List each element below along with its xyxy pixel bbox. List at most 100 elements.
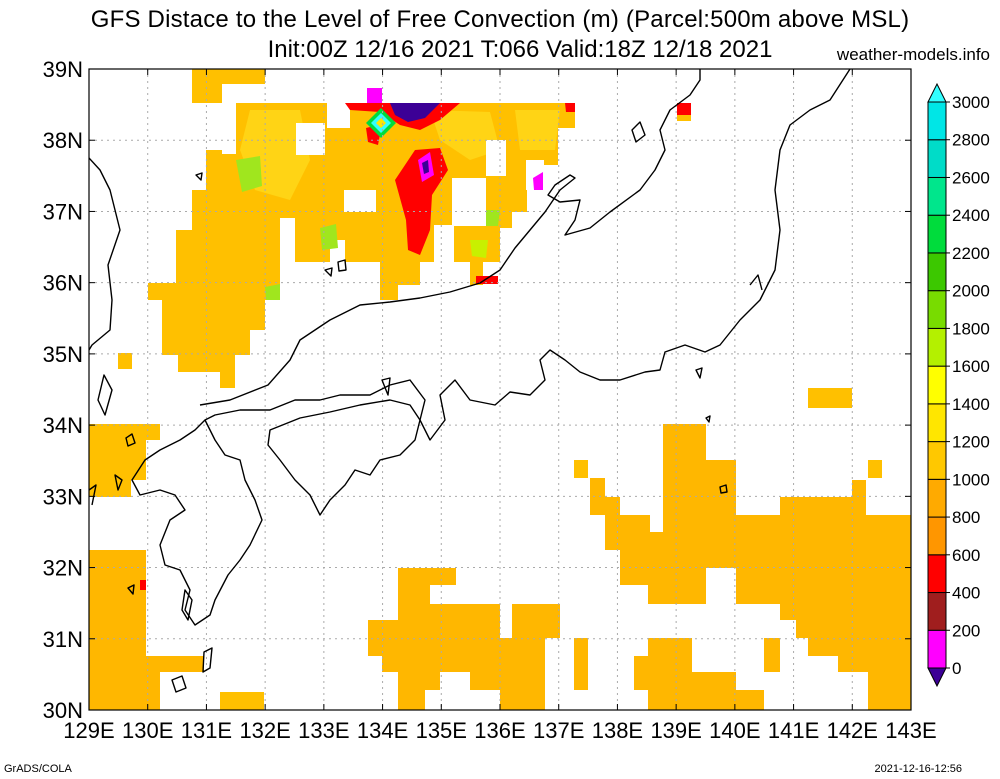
colorbar-label: 800 — [952, 508, 980, 527]
coast-izu — [695, 367, 703, 379]
lat-tick-label: 35N — [43, 342, 83, 367]
field-cell — [764, 638, 780, 672]
colorbar-swatch — [927, 327, 947, 367]
lon-tick-label: 141E — [768, 718, 819, 743]
colorbar-swatch — [927, 554, 947, 594]
colorbar-label: 200 — [952, 621, 980, 640]
colorbar-label: 2000 — [952, 282, 990, 301]
colorbar-swatch — [927, 516, 947, 556]
colorbar-min-arrow — [927, 667, 947, 688]
field-hole — [430, 585, 456, 604]
lon-tick-label: 132E — [239, 718, 290, 743]
field-west — [89, 424, 160, 497]
lon-tick-label: 136E — [474, 718, 525, 743]
colorbar-label: 2400 — [952, 206, 990, 225]
coast-oki — [324, 267, 333, 277]
lon-axis: 129E 130E 131E 132E 133E 134E 135E 136E 137E 138E… — [63, 69, 937, 743]
lat-tick-label: 38N — [43, 128, 83, 153]
field-magenta — [533, 172, 543, 190]
field-layer — [89, 69, 911, 710]
field-red — [140, 580, 146, 590]
coast-island — [114, 474, 123, 491]
field-cell — [677, 115, 691, 121]
colorbar-label: 1200 — [952, 433, 990, 452]
coastlines — [89, 69, 851, 693]
lat-tick-label: 36N — [43, 271, 83, 296]
coast-honshu — [199, 69, 701, 406]
field-cell — [574, 638, 588, 690]
colorbar-swatch — [927, 403, 947, 443]
field-green — [486, 210, 500, 226]
colorbar-label: 1000 — [952, 470, 990, 489]
colorbar-label: 1800 — [952, 319, 990, 338]
field-red — [395, 148, 448, 255]
lat-tick-label: 39N — [43, 57, 83, 82]
lon-tick-label: 130E — [122, 718, 173, 743]
lat-tick-label: 31N — [43, 627, 83, 652]
field-cell — [808, 388, 852, 408]
map-title: GFS Distace to the Level of Free Convect… — [90, 6, 910, 33]
colorbar-max-arrow — [927, 82, 947, 103]
field-hole — [222, 84, 236, 154]
coast-island — [181, 589, 193, 621]
footer-timestamp: 2021-12-16-12:56 — [874, 763, 962, 775]
lon-tick-label: 135E — [416, 718, 467, 743]
field-north — [148, 69, 575, 388]
coast-shikoku — [267, 399, 421, 516]
lon-tick-label: 131E — [181, 718, 232, 743]
field-cell — [868, 460, 882, 478]
coast-noto — [195, 172, 203, 181]
colorbar-label: 400 — [952, 584, 980, 603]
field-hole — [452, 178, 486, 226]
lat-axis: 30N 31N 32N 33N 34N 35N 36N 37N 38N 39N — [43, 57, 911, 723]
field-cell — [220, 692, 264, 710]
coast-awaji — [381, 377, 391, 396]
field-cyan-peak — [376, 118, 386, 128]
lon-tick-label: 134E — [357, 718, 408, 743]
lat-tick-label: 30N — [43, 698, 83, 723]
coast-oki — [337, 259, 347, 272]
colorbar-swatch — [927, 176, 947, 216]
colorbar-label: 0 — [952, 659, 961, 678]
coast-island — [97, 374, 113, 416]
colorbar-label: 1600 — [952, 357, 990, 376]
lon-tick-label: 143E — [885, 718, 936, 743]
lon-tick-label: 139E — [650, 718, 701, 743]
colorbar-swatch — [927, 290, 947, 329]
lon-tick-label: 140E — [709, 718, 760, 743]
lat-tick-label: 34N — [43, 413, 83, 438]
field-hole — [486, 140, 506, 176]
lon-tick-label: 129E — [63, 718, 114, 743]
field-red — [677, 103, 691, 115]
field-green — [236, 156, 262, 192]
site-credit: weather-models.info — [836, 45, 990, 64]
coast-peninsula — [749, 274, 763, 291]
colorbar-label: 2600 — [952, 168, 990, 187]
coast-yakushima — [171, 675, 187, 693]
field-magenta — [367, 88, 382, 103]
colorbar-swatch — [927, 139, 947, 178]
footer-credit: GrADS/COLA — [4, 763, 72, 775]
colorbar: 0 200 400 600 800 1000 1200 1400 1600 1800 2000 220… — [927, 82, 990, 688]
lon-tick-label: 133E — [298, 718, 349, 743]
coast-kyushu — [131, 419, 263, 626]
coast-island — [127, 584, 135, 595]
colorbar-swatch — [927, 365, 947, 405]
field-cell — [118, 353, 132, 369]
field-southeast — [590, 424, 911, 710]
colorbar-swatch — [927, 478, 947, 518]
colorbar-label: 2200 — [952, 244, 990, 263]
coast-korea-south — [89, 484, 97, 506]
lon-tick-label: 138E — [592, 718, 643, 743]
field-green — [265, 284, 280, 300]
colorbar-swatch — [927, 441, 947, 480]
coast-tsushima — [125, 433, 136, 447]
coast-izu — [705, 415, 711, 423]
field-red — [565, 103, 575, 112]
field-southeast-lower — [634, 638, 764, 710]
field-north-light — [240, 110, 560, 200]
field-hole — [296, 123, 325, 155]
field-purple — [422, 160, 429, 174]
field-hole — [344, 190, 376, 212]
